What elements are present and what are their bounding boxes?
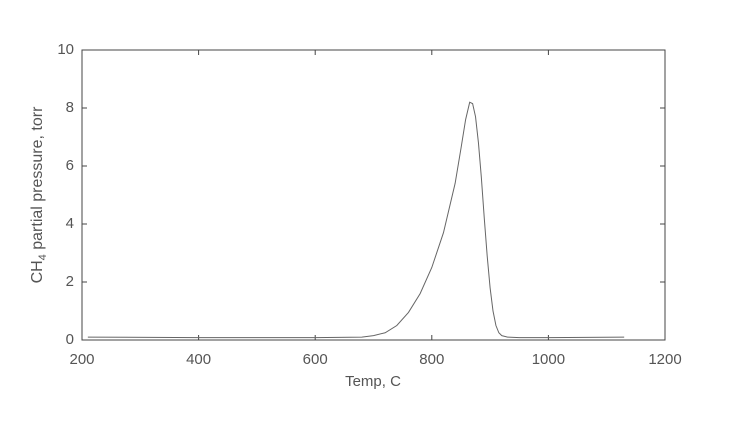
y-tick-label: 6 [66,157,74,174]
x-tick-label: 1000 [532,351,565,368]
x-tick-label: 600 [303,351,328,368]
y-tick-label: 4 [66,215,74,232]
y-tick-label: 10 [57,41,74,58]
y-tick-label: 8 [66,99,74,116]
x-tick-label: 1200 [648,351,681,368]
x-axis-label: Temp, C [345,373,401,390]
x-tick-label: 800 [419,351,444,368]
data-line [87,101,625,339]
x-tick-label: 400 [186,351,211,368]
y-label-part: CH [29,260,46,283]
y-label-part: partial pressure, torr [29,106,46,254]
y-tick-label: 0 [66,331,74,348]
x-tick-label: 200 [69,351,94,368]
y-tick-label: 2 [66,273,74,290]
y-label-subscript: 4 [37,254,49,260]
y-axis-label: CH4 partial pressure, torr [29,106,49,284]
plot-frame [81,49,666,341]
